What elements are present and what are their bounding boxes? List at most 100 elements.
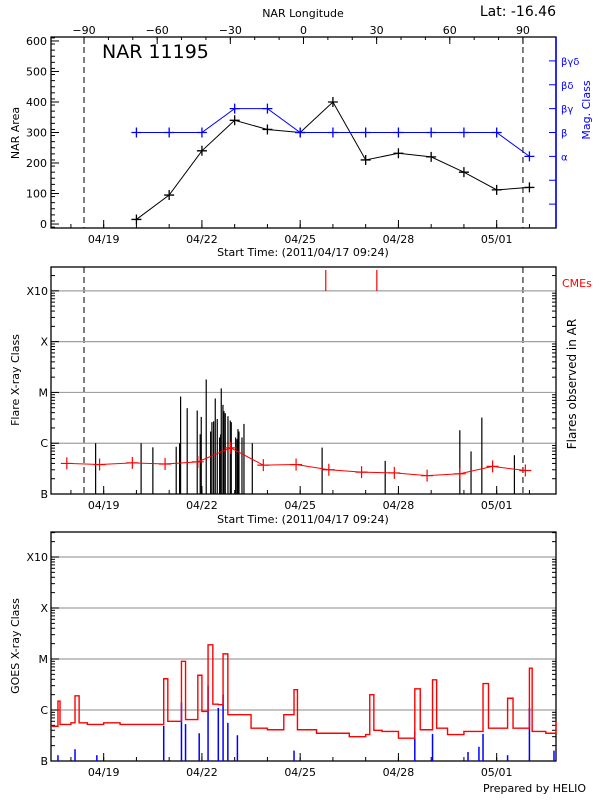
y-tick-label: X xyxy=(40,336,48,349)
x-tick-label: 04/22 xyxy=(186,499,218,512)
mag-tick-label: βγδ xyxy=(561,57,579,68)
x-tick-label: 04/25 xyxy=(284,499,316,512)
top-tick-label: −60 xyxy=(146,24,169,37)
y-tick-label: B xyxy=(40,488,48,501)
mag-class-point xyxy=(229,103,240,114)
top-tick-label: −90 xyxy=(72,24,95,37)
flare-trend-point xyxy=(60,457,73,470)
x-tick-label: 04/19 xyxy=(88,766,120,779)
top-tick-label: 0 xyxy=(300,24,307,37)
top-tick-label: −30 xyxy=(219,24,242,37)
y2-axis-title-mag: Mag. Class xyxy=(580,80,593,139)
flare-trend-point xyxy=(93,458,106,471)
mag-class-point xyxy=(262,103,273,114)
mag-tick-label: α xyxy=(561,152,568,163)
area-point xyxy=(262,124,273,135)
y-axis-title-flare: Flare X-ray Class xyxy=(9,334,22,426)
y-tick-label: X10 xyxy=(26,285,48,298)
flare-trend-point xyxy=(486,460,499,473)
mag-class-point xyxy=(131,127,142,138)
top-tick-label: 90 xyxy=(516,24,530,37)
top-tick-label: 60 xyxy=(443,24,457,37)
flare-trend-point xyxy=(322,463,335,476)
flare-trend-point xyxy=(224,441,237,454)
x-tick-label: 04/22 xyxy=(186,766,218,779)
y-tick-label: 300 xyxy=(26,127,47,140)
y-tick-label: 400 xyxy=(26,96,47,109)
x-axis-title-1: Start Time: (2011/04/17 09:24) xyxy=(217,246,389,259)
y-tick-label: 100 xyxy=(26,188,47,201)
y-tick-label: X10 xyxy=(26,551,48,564)
flare-trend-point xyxy=(453,467,466,480)
area-point xyxy=(393,148,404,159)
top-tick-label: 30 xyxy=(370,24,384,37)
mag-class-point xyxy=(164,127,175,138)
flare-trend-point xyxy=(159,457,172,470)
flare-trend-point xyxy=(257,459,270,472)
y-tick-label: C xyxy=(40,437,48,450)
cme-label: CMEs xyxy=(562,277,592,290)
y-tick-label: 600 xyxy=(26,35,47,48)
mag-class-point xyxy=(491,127,502,138)
area-point xyxy=(327,96,338,107)
chart-title: NAR 11195 xyxy=(102,41,209,63)
mag-class-point xyxy=(524,151,535,162)
area-point xyxy=(458,167,469,178)
flare-trend-point xyxy=(421,469,434,482)
area-line xyxy=(136,101,530,220)
x-tick-label: 05/01 xyxy=(481,499,513,512)
footer-credit: Prepared by HELIO xyxy=(483,782,586,795)
x-tick-label: 04/22 xyxy=(186,233,218,246)
x-tick-label: 05/01 xyxy=(481,233,513,246)
mag-class-point xyxy=(196,127,207,138)
latitude-label: Lat: -16.46 xyxy=(480,4,556,20)
y-tick-label: M xyxy=(39,653,49,666)
x-axis-title-2: Start Time: (2011/04/17 09:24) xyxy=(217,513,389,526)
area-point xyxy=(524,182,535,193)
mag-tick-label: β xyxy=(561,129,567,140)
x-tick-label: 05/01 xyxy=(481,766,513,779)
x-tick-label: 04/25 xyxy=(284,766,316,779)
area-point xyxy=(229,115,240,126)
area-point xyxy=(164,190,175,201)
y-tick-label: C xyxy=(40,704,48,717)
y-tick-label: 500 xyxy=(26,65,47,78)
x-tick-label: 04/25 xyxy=(284,233,316,246)
mag-tick-label: βγ xyxy=(561,105,573,116)
y-axis-title-goes: GOES X-ray Class xyxy=(9,598,22,694)
flare-trend-point xyxy=(126,456,139,469)
y-axis-title-area: NAR Area xyxy=(9,107,22,159)
flare-trend-point xyxy=(355,466,368,479)
x-tick-label: 04/19 xyxy=(88,233,120,246)
y-tick-label: B xyxy=(40,755,48,768)
y-tick-label: 200 xyxy=(26,157,47,170)
y-tick-label: X xyxy=(40,602,48,615)
x-tick-label: 04/19 xyxy=(88,499,120,512)
mag-class-point xyxy=(295,127,306,138)
y-tick-label: 0 xyxy=(40,218,47,231)
mag-class-point xyxy=(393,127,404,138)
mag-class-point xyxy=(458,127,469,138)
mag-tick-label: βδ xyxy=(561,81,574,92)
goes-long-channel-line xyxy=(51,644,557,739)
panel-3-frame xyxy=(50,531,557,762)
area-point xyxy=(131,214,142,225)
y-tick-label: M xyxy=(39,386,49,399)
top-axis-title: NAR Longitude xyxy=(262,7,344,20)
flare-trend-point xyxy=(519,464,532,477)
panel-2-frame xyxy=(50,266,557,495)
x-tick-label: 04/28 xyxy=(383,233,415,246)
x-tick-label: 04/28 xyxy=(383,499,415,512)
flare-trend-point xyxy=(388,466,401,479)
flare-trend-point xyxy=(290,458,303,471)
area-point xyxy=(196,145,207,156)
mag-class-point xyxy=(360,127,371,138)
x-tick-label: 04/28 xyxy=(383,766,415,779)
area-point xyxy=(360,154,371,165)
area-point xyxy=(426,151,437,162)
area-point xyxy=(491,184,502,195)
mag-class-point xyxy=(327,127,338,138)
y2-axis-title-flares: Flares observed in AR xyxy=(565,319,579,449)
